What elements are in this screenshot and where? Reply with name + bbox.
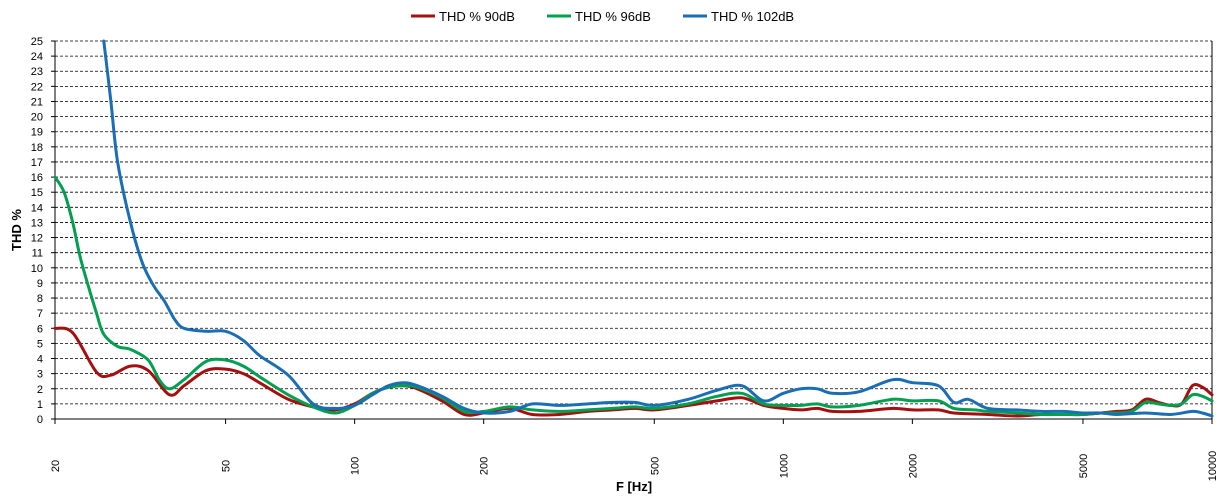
- y-tick-label: 1: [37, 399, 43, 411]
- x-tick-label: 500: [649, 457, 661, 475]
- y-tick-label: 15: [31, 187, 43, 199]
- y-tick-label: 10: [31, 263, 43, 275]
- y-tick-label: 6: [37, 323, 43, 335]
- y-tick-label: 7: [37, 308, 43, 320]
- x-tick-label: 1000: [778, 454, 790, 478]
- y-tick-label: 16: [31, 172, 43, 184]
- y-tick-label: 25: [31, 36, 43, 48]
- y-tick-label: 14: [31, 202, 43, 214]
- y-tick-label: 11: [32, 248, 43, 260]
- y-tick-label: 19: [31, 127, 43, 139]
- y-tick-label: 13: [31, 217, 43, 229]
- legend-label: THD % 90dB: [439, 9, 515, 24]
- x-tick-label: 200: [479, 457, 491, 475]
- x-tick-label: 20: [50, 460, 62, 472]
- y-tick-label: 12: [31, 233, 43, 245]
- x-axis-ticks: 20 50 100 200 500 1000 2000 5000 10000: [50, 419, 1219, 481]
- x-tick-label: 5000: [1078, 454, 1090, 478]
- series-lines: [53, 39, 1214, 418]
- y-tick-label: 0: [37, 414, 43, 426]
- y-tick-label: 8: [37, 293, 43, 305]
- axes: [51, 40, 1213, 420]
- y-tick-label: 20: [31, 112, 43, 124]
- y-tick-label: 18: [31, 142, 43, 154]
- y-tick-label: 23: [31, 66, 43, 78]
- y-tick-label: 22: [31, 81, 43, 93]
- legend-label: THD % 102dB: [711, 9, 794, 24]
- y-tick-label: 2: [37, 384, 43, 396]
- y-tick-label: 4: [37, 354, 43, 366]
- x-tick-label: 50: [221, 460, 233, 472]
- y-tick-label: 3: [37, 369, 43, 381]
- legend-label: THD % 96dB: [575, 9, 651, 24]
- series-line-2: [53, 175, 1214, 417]
- x-axis-title: F [Hz]: [616, 479, 652, 494]
- x-tick-label: 100: [350, 457, 362, 475]
- series-line-3: [102, 39, 1214, 418]
- y-tick-label: 9: [37, 278, 43, 290]
- y-tick-label: 17: [31, 157, 43, 169]
- gridlines: [55, 40, 1212, 405]
- x-tick-label: 2000: [907, 454, 919, 478]
- y-axis-ticks: 0123456789101112131415161718192021222324…: [31, 36, 43, 426]
- y-tick-label: 21: [31, 96, 43, 108]
- y-tick-label: 5: [37, 338, 43, 350]
- y-tick-label: 24: [31, 51, 43, 63]
- y-axis-title: THD %: [9, 209, 24, 251]
- x-tick-label: 10000: [1207, 451, 1219, 482]
- legend: THD % 90dB THD % 96dB THD % 102dB: [411, 9, 794, 24]
